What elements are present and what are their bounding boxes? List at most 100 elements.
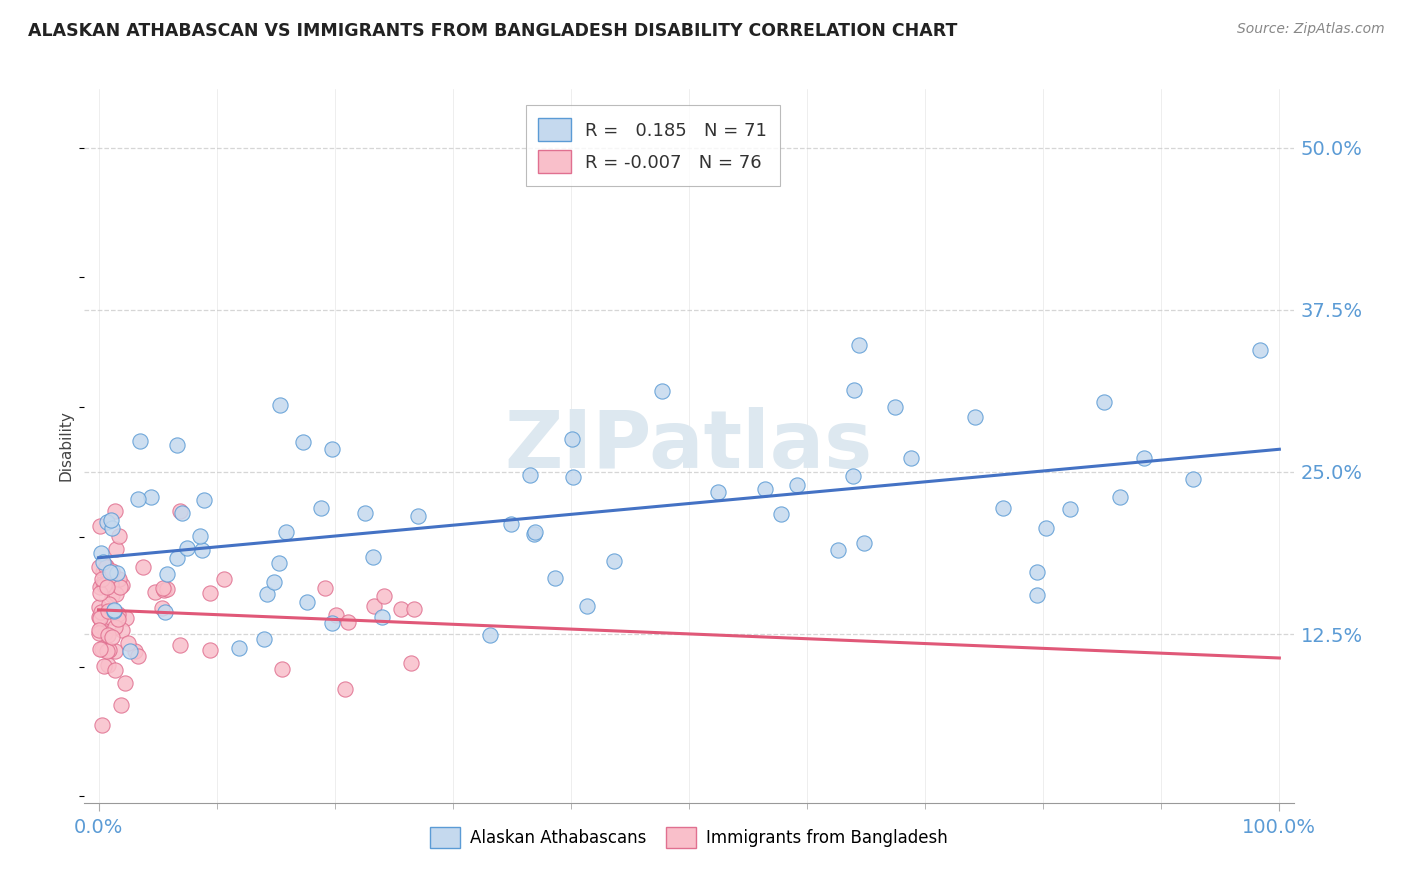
Point — [93, 659, 115, 673]
Point — [848, 338, 870, 352]
Point — [373, 589, 395, 603]
Point — [108, 529, 131, 543]
Point — [94, 626, 117, 640]
Point — [97, 658, 120, 673]
Point — [519, 467, 541, 482]
Point — [104, 664, 127, 678]
Point — [103, 604, 125, 618]
Point — [107, 607, 129, 621]
Point — [363, 599, 385, 613]
Point — [96, 580, 118, 594]
Point — [107, 612, 129, 626]
Point — [118, 644, 141, 658]
Point — [321, 615, 343, 630]
Point — [166, 551, 188, 566]
Point — [111, 578, 134, 592]
Point — [176, 541, 198, 555]
Point — [96, 559, 118, 574]
Point — [295, 594, 318, 608]
Point — [575, 599, 598, 613]
Point — [110, 698, 132, 713]
Point — [98, 610, 121, 624]
Point — [193, 492, 215, 507]
Point — [90, 605, 112, 619]
Point — [101, 588, 124, 602]
Point — [100, 513, 122, 527]
Point — [271, 662, 294, 676]
Point — [1035, 521, 1057, 535]
Point — [152, 582, 174, 597]
Point — [754, 483, 776, 497]
Point — [104, 620, 127, 634]
Point — [214, 572, 236, 586]
Point — [104, 587, 127, 601]
Point — [107, 572, 129, 586]
Point — [841, 469, 863, 483]
Point — [97, 643, 120, 657]
Point — [501, 516, 523, 531]
Point — [602, 554, 624, 568]
Point — [1182, 472, 1205, 486]
Point — [200, 586, 222, 600]
Legend: Alaskan Athabascans, Immigrants from Bangladesh: Alaskan Athabascans, Immigrants from Ban… — [423, 821, 955, 855]
Point — [309, 501, 332, 516]
Point — [963, 409, 986, 424]
Point — [404, 602, 426, 616]
Point — [842, 383, 865, 397]
Point — [115, 610, 138, 624]
Point — [853, 535, 876, 549]
Point — [479, 628, 502, 642]
Point — [1249, 343, 1271, 357]
Point — [89, 624, 111, 638]
Point — [370, 609, 392, 624]
Point — [335, 681, 357, 696]
Point — [90, 620, 112, 634]
Point — [408, 509, 430, 524]
Point — [114, 676, 136, 690]
Point — [152, 581, 174, 595]
Point — [153, 605, 176, 619]
Point — [314, 582, 336, 596]
Point — [561, 432, 583, 446]
Point — [89, 642, 111, 657]
Point — [228, 640, 250, 655]
Point — [1026, 588, 1049, 602]
Point — [101, 564, 124, 578]
Point — [87, 610, 110, 624]
Point — [900, 450, 922, 465]
Point — [274, 524, 297, 539]
Point — [155, 567, 177, 582]
Text: Source: ZipAtlas.com: Source: ZipAtlas.com — [1237, 22, 1385, 37]
Point — [101, 630, 124, 644]
Point — [104, 644, 127, 658]
Point — [91, 577, 114, 591]
Point — [96, 560, 118, 574]
Point — [97, 597, 120, 611]
Point — [1059, 501, 1081, 516]
Point — [991, 500, 1014, 515]
Point — [884, 400, 907, 414]
Point — [129, 434, 152, 449]
Point — [132, 560, 155, 574]
Point — [90, 642, 112, 657]
Point — [100, 565, 122, 579]
Point — [139, 490, 162, 504]
Point — [188, 529, 211, 543]
Point — [101, 521, 124, 535]
Point — [117, 636, 139, 650]
Point — [361, 550, 384, 565]
Point — [90, 546, 112, 560]
Point — [325, 607, 347, 622]
Point — [1108, 490, 1130, 504]
Point — [399, 657, 422, 671]
Point — [200, 642, 222, 657]
Point — [96, 644, 118, 658]
Point — [827, 543, 849, 558]
Point — [269, 556, 291, 570]
Point — [786, 478, 808, 492]
Point — [651, 384, 673, 399]
Point — [103, 603, 125, 617]
Point — [269, 398, 291, 412]
Point — [170, 506, 193, 520]
Point — [89, 519, 111, 533]
